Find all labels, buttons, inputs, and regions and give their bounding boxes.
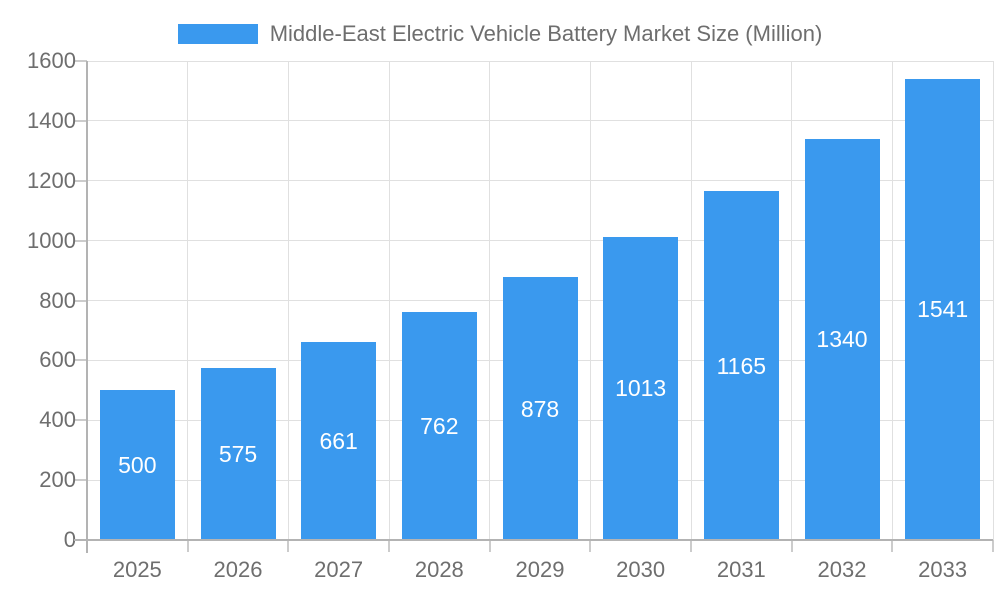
y-tick-label: 800 [39, 287, 76, 313]
gridline-horizontal [87, 60, 993, 62]
y-tick-mark [74, 479, 87, 482]
x-tick-label: 2030 [616, 557, 666, 582]
gridline-vertical [891, 61, 893, 540]
x-tick-label: 2025 [112, 557, 162, 582]
y-tick-mark [74, 60, 87, 62]
bar-value-label: 500 [118, 452, 157, 479]
chart-legend[interactable]: Middle-East Electric Vehicle Battery Mar… [0, 20, 1000, 48]
x-tick-label: 2028 [414, 557, 464, 582]
bar-2028[interactable] [401, 311, 477, 540]
y-tick-label: 1400 [27, 107, 76, 133]
bar-2029[interactable] [502, 277, 578, 540]
y-tick-label: 0 [63, 527, 76, 552]
x-tick-mark [690, 540, 692, 552]
gridline-vertical [287, 61, 289, 540]
bar-2031[interactable] [703, 191, 779, 540]
bar-2033[interactable] [905, 78, 981, 540]
y-tick-label: 1600 [27, 48, 76, 73]
bar-value-label: 1013 [615, 375, 667, 402]
x-axis-line [74, 539, 993, 541]
x-tick-label: 2032 [817, 557, 867, 582]
bar-value-label: 762 [420, 412, 459, 439]
bar-value-label: 1165 [716, 352, 767, 379]
y-tick-label: 1200 [27, 167, 76, 193]
gridline-horizontal [87, 120, 993, 122]
x-tick-mark [488, 540, 491, 552]
gridline-vertical [690, 61, 692, 540]
bar-value-label: 575 [218, 440, 258, 467]
gridline-horizontal [87, 180, 993, 182]
x-tick-mark [992, 540, 994, 552]
y-tick-label: 600 [39, 347, 76, 373]
bar-2025[interactable] [99, 390, 175, 540]
y-tick-mark [74, 299, 87, 302]
x-tick-mark [388, 540, 390, 552]
legend-swatch [177, 24, 258, 44]
y-tick-label: 200 [39, 467, 76, 493]
bar-value-label: 878 [520, 395, 560, 422]
gridline-vertical [388, 61, 390, 540]
x-tick-mark [287, 540, 290, 552]
gridline-vertical [187, 61, 189, 540]
bar-2026[interactable] [200, 367, 276, 540]
gridline-vertical [791, 61, 793, 540]
y-tick-mark [74, 179, 87, 182]
gridline-horizontal [87, 240, 993, 242]
y-tick-mark [74, 419, 87, 422]
y-tick-label: 400 [39, 407, 76, 433]
x-tick-label: 2026 [213, 557, 263, 582]
y-tick-mark [74, 359, 87, 362]
bar-2032[interactable] [804, 138, 880, 540]
bar-value-label: 661 [319, 428, 358, 455]
gridline-vertical [589, 61, 591, 540]
y-tick-mark [74, 239, 87, 242]
x-tick-mark [790, 540, 793, 552]
bar-value-label: 1541 [917, 296, 969, 323]
x-tick-mark [186, 540, 189, 552]
x-tick-label: 2029 [515, 557, 565, 582]
y-axis-line [86, 61, 88, 553]
x-tick-mark [891, 540, 894, 552]
legend-label: Middle-East Electric Vehicle Battery Mar… [269, 21, 823, 46]
bar-2027[interactable] [301, 342, 377, 540]
x-tick-label: 2033 [918, 557, 968, 582]
gridline-vertical [489, 61, 491, 540]
x-tick-label: 2027 [314, 557, 364, 582]
bar-value-label: 1340 [816, 326, 868, 353]
x-tick-label: 2031 [716, 557, 766, 582]
y-tick-mark [74, 119, 87, 122]
bar-2030[interactable] [603, 236, 679, 540]
gridline-vertical [992, 61, 994, 540]
y-tick-label: 1000 [27, 227, 76, 253]
x-tick-mark [589, 540, 592, 552]
